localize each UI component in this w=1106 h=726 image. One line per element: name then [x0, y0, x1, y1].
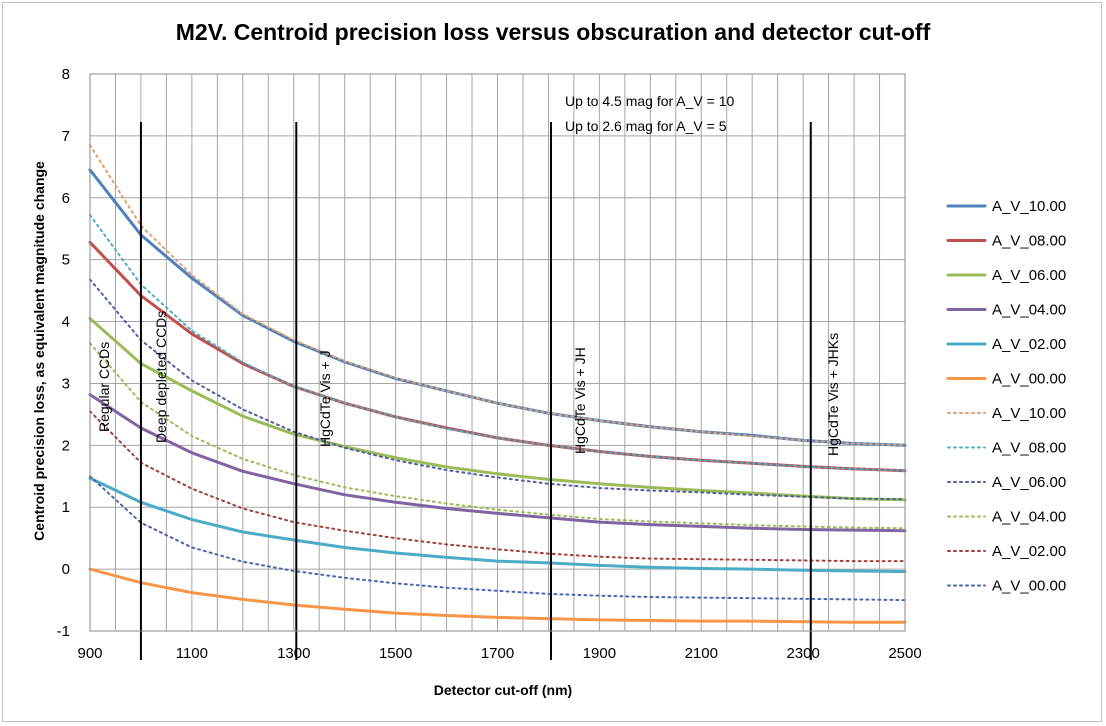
- legend-label: A_V_10.00: [992, 198, 1066, 215]
- y-tick-label: 2: [62, 437, 70, 454]
- legend-label: A_V_08.00: [992, 233, 1066, 250]
- series-line-a-v-04-00-dotted: [89, 342, 906, 530]
- legend-label: A_V_02.00: [992, 543, 1066, 560]
- legend-label: A_V_06.00: [992, 474, 1066, 491]
- x-tick-label: 1100: [176, 645, 208, 662]
- series-line-a-v-06-00-dotted: [89, 278, 906, 501]
- x-tick-label: 1700: [481, 645, 514, 662]
- annotation-line-1: Up to 4.5 mag for A_V = 10: [565, 93, 734, 109]
- y-tick-label: 3: [62, 375, 70, 392]
- series-line-a-v-10-00-dotted: [89, 144, 906, 447]
- plot-area-border: [89, 73, 906, 632]
- legend-label: A_V_06.00: [992, 267, 1066, 284]
- y-tick-label: -1: [57, 623, 70, 640]
- x-tick-label: 1900: [583, 645, 616, 662]
- series-group: [88, 144, 907, 624]
- y-tick-label: 6: [62, 190, 70, 207]
- series-line-a-v-06-00-solid: [88, 317, 907, 502]
- series-line-a-v-00-00-solid: [88, 567, 907, 624]
- cutoff-lines: Regular CCDs Deep depleted CCDs HgCdTe Vis…: [96, 122, 841, 660]
- series-line-a-v-02-00-dotted: [89, 410, 906, 563]
- legend-label: A_V_02.00: [992, 336, 1066, 353]
- y-axis-label: Centroid precision loss, as equivalent m…: [31, 161, 47, 541]
- grid: [89, 73, 906, 632]
- y-tick-label: 0: [62, 561, 70, 578]
- cutoff-label: HgCdTe Vis + JH: [572, 347, 588, 454]
- legend-label: A_V_00.00: [992, 371, 1066, 388]
- y-tick-label: 5: [62, 252, 70, 269]
- annotation-line-2: Up to 2.6 mag for A_V = 5: [565, 118, 727, 134]
- axes: 900 1100 1300 1500 1700 1900 2100 2300 2500 -1 0 1 2…: [57, 66, 922, 662]
- cutoff-label: Deep depleted CCDs: [153, 311, 169, 443]
- cutoff-label: Regular CCDs: [96, 342, 112, 432]
- x-tick-label: 2100: [685, 645, 718, 662]
- y-tick-label: 1: [62, 499, 70, 516]
- x-axis-label: Detector cut-off (nm): [434, 682, 572, 698]
- legend-label: A_V_08.00: [992, 440, 1066, 457]
- y-tick-label: 4: [62, 314, 70, 331]
- legend-label: A_V_04.00: [992, 302, 1066, 319]
- x-tick-label: 1500: [379, 645, 412, 662]
- legend-label: A_V_10.00: [992, 405, 1066, 422]
- cutoff-label: HgCdTe Vis + JHKs: [825, 333, 841, 456]
- series-line-a-v-02-00-solid: [88, 476, 907, 574]
- series-line-a-v-08-00-dotted: [89, 214, 906, 472]
- y-tick-label: 8: [62, 66, 70, 83]
- cutoff-label: HgCdTe Vis + J: [317, 350, 333, 447]
- x-tick-label: 1300: [277, 645, 310, 662]
- legend-label: A_V_00.00: [992, 578, 1066, 595]
- chart-title: M2V. Centroid precision loss versus obsc…: [176, 19, 931, 45]
- legend: A_V_10.00 A_V_08.00 A_V_06.00 A_V_04.00 A_V_…: [946, 198, 1066, 595]
- x-tick-label: 900: [77, 645, 102, 662]
- x-tick-label: 2500: [888, 645, 921, 662]
- legend-label: A_V_04.00: [992, 509, 1066, 526]
- x-tick-label: 2300: [786, 645, 819, 662]
- series-line-a-v-04-00-solid: [88, 393, 907, 533]
- y-tick-label: 7: [62, 128, 70, 145]
